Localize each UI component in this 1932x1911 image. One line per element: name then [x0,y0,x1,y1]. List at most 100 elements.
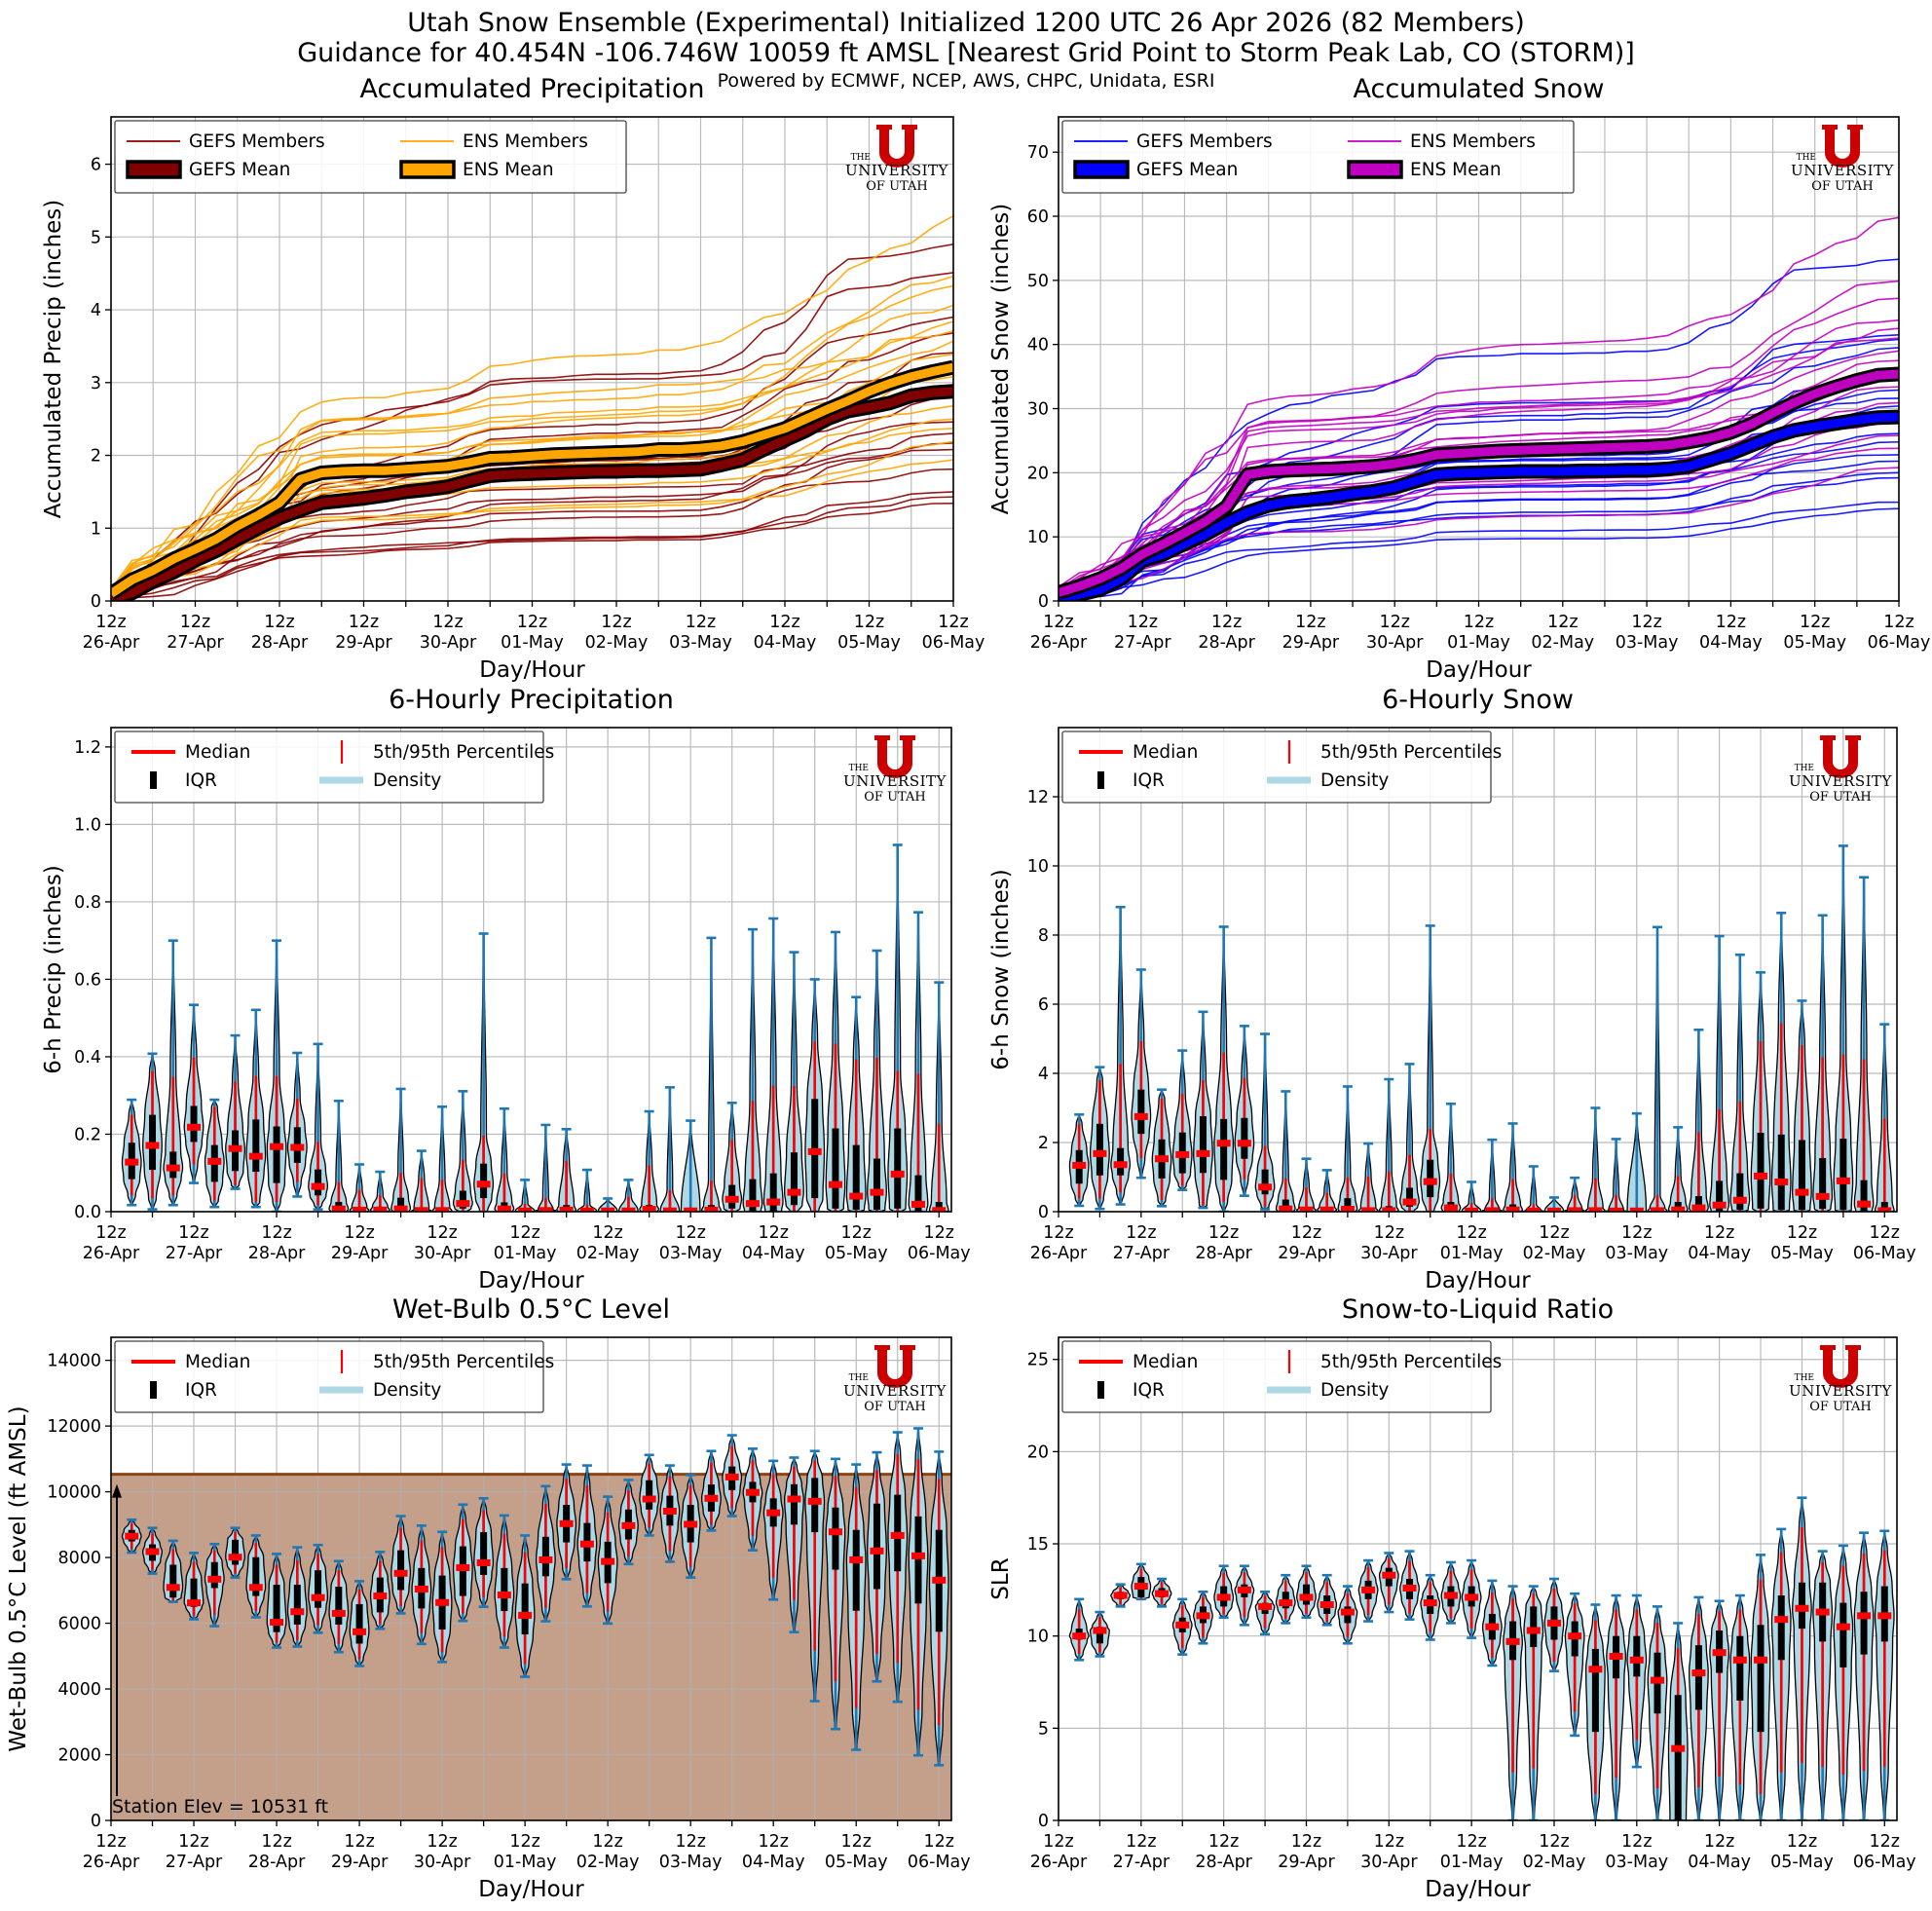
violin-iqr [852,1144,860,1211]
violin-iqr [873,1158,880,1211]
x-tick-label-hour: 12z [1291,1832,1321,1852]
violin [908,911,929,1212]
violin-median [1113,1592,1128,1599]
violin [556,1128,577,1212]
logo-text-the: THE [851,153,871,163]
y-tick-label: 4000 [57,1680,101,1700]
violin [1440,1102,1462,1212]
x-tick-label-date: 29-Apr [331,1853,389,1872]
violin-iqr [1694,1196,1702,1212]
violin-median [497,1205,511,1212]
violin-median [1072,1632,1087,1640]
utah-u-icon [1820,735,1861,778]
violin [452,1090,473,1212]
violin-iqr [1591,1648,1599,1733]
violin-median [1754,1172,1768,1180]
x-tick-label-hour: 12z [517,613,547,632]
violin-median [601,1207,615,1212]
member-line [111,272,953,600]
violin-median [1629,1656,1644,1664]
violin [762,917,784,1212]
violin-median [248,1584,263,1592]
chart-panel-1: 12z26-Apr12z27-Apr12z28-Apr12z29-Apr12z3… [988,74,1930,683]
violin [804,978,826,1212]
member-line [1059,454,1899,600]
legend-frame [114,120,627,194]
logo-text-of-utah: OF UTAH [1811,179,1873,194]
legend-item: Density [319,1380,441,1401]
y-tick-label: 10 [1027,528,1049,547]
y-tick-label: 8000 [57,1549,101,1568]
x-tick-label-hour: 12z [1464,613,1494,632]
violin [266,939,287,1212]
logo-text-university: UNIVERSITY [843,1382,947,1400]
x-tick-label-date: 29-Apr [1278,1853,1335,1872]
violin [452,1503,473,1623]
x-tick-label-hour: 12z [686,613,716,632]
plot-area [1059,216,1899,601]
x-tick-label-hour: 12z [509,1832,539,1852]
violin-median [497,1592,511,1599]
violin [1337,1085,1358,1212]
legend-item: 5th/95th Percentiles [1287,740,1502,764]
violin-iqr [1777,1134,1785,1211]
x-tick-label-hour: 12z [1208,1832,1239,1852]
violin [1090,1066,1110,1211]
violin [286,1546,308,1648]
violin [887,843,909,1212]
member-line [1059,280,1899,590]
x-tick-label-date: 26-Apr [1030,633,1088,653]
violin [1523,1585,1544,1820]
violin-median [1423,1599,1437,1607]
y-tick-label: 25 [1027,1351,1049,1370]
violin-iqr [1220,1118,1228,1180]
x-tick-label-date: 05-May [825,1853,888,1872]
x-tick-label-date: 05-May [837,633,901,653]
violin-iqr [832,1128,839,1209]
y-tick-label: 0 [1038,1203,1049,1222]
violin-median [228,1144,242,1152]
violin-iqr [169,1564,177,1598]
legend-item: IQR [150,770,217,791]
violin [1440,1560,1462,1625]
violin-median [1361,1586,1376,1593]
x-axis-label: Day/Hour [478,1268,584,1293]
violin-iqr [1674,1695,1682,1820]
x-tick-label-date: 04-May [742,1244,805,1263]
violin-median [1795,1604,1809,1612]
x-tick-label-date: 28-Apr [251,633,309,653]
member-line [1059,422,1899,596]
violin [825,930,846,1212]
violin-median [1423,1178,1437,1185]
legend-mean-swatch [126,160,182,179]
member-line [111,491,953,601]
violin-median [870,1547,884,1555]
violin-median [1072,1161,1087,1169]
x-tick-label-date: 30-Apr [1366,633,1424,653]
violin [1626,1593,1648,1769]
x-tick-label-hour: 12z [601,613,631,632]
violin-median [1465,1207,1479,1212]
y-tick-label: 0.2 [74,1125,101,1144]
x-tick-label-date: 29-Apr [335,633,392,653]
legend: Median 5th/95th Percentiles IQR Density [1061,731,1502,804]
violin [845,1463,867,1751]
violin [163,1539,184,1603]
violin [411,1149,432,1212]
violin-iqr [811,1478,819,1533]
figure-title-line1: Utah Snow Ensemble (Experimental) Initia… [407,8,1525,38]
violin [308,1543,328,1634]
chart-title: Snow-to-Liquid Ratio [1342,1294,1614,1325]
y-tick-label: 0.8 [74,893,101,913]
violin [1874,1529,1895,1820]
utah-u-icon [874,735,915,778]
violin-median [1155,1155,1170,1163]
violin [804,1449,826,1703]
legend-label: Density [373,1380,441,1401]
violin [617,1179,639,1212]
violin-iqr [315,1570,322,1608]
legend-item: IQR [1097,1380,1165,1401]
x-tick-label-date: 02-May [585,633,649,653]
x-axis-label: Day/Hour [1425,1877,1531,1902]
